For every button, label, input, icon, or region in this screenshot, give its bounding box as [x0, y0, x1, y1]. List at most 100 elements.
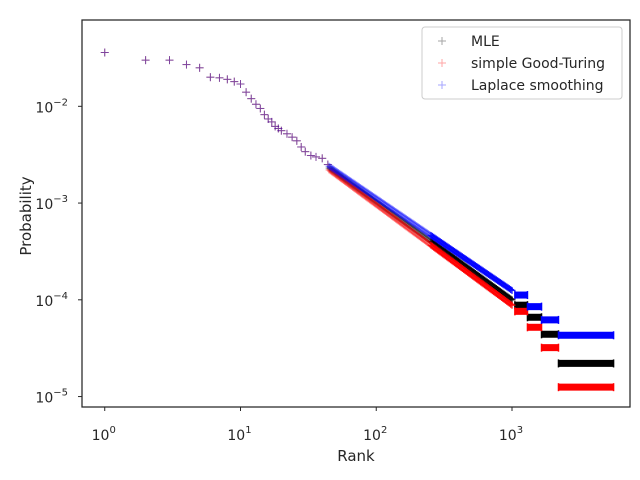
data-point — [398, 220, 406, 228]
data-point — [353, 184, 361, 192]
plateau-band — [526, 323, 543, 332]
data-point — [223, 75, 232, 84]
data-point — [370, 199, 378, 207]
data-point — [242, 88, 251, 97]
data-point — [404, 221, 412, 229]
data-point — [264, 114, 273, 123]
data-point — [415, 223, 423, 231]
data-point — [256, 104, 265, 113]
plateau-band — [557, 331, 615, 340]
data-point — [206, 73, 215, 82]
data-point — [406, 217, 414, 225]
data-point — [297, 142, 306, 151]
data-point — [340, 172, 348, 180]
data-point — [363, 188, 371, 196]
data-point — [326, 165, 334, 173]
data-point — [414, 228, 422, 236]
data-point — [326, 167, 334, 175]
legend-entry: MLE — [438, 34, 500, 50]
x-tick-label: 101 — [227, 425, 251, 444]
data-point — [277, 126, 286, 135]
data-point — [402, 220, 410, 228]
data-point — [359, 185, 367, 193]
plateau-band — [526, 313, 543, 322]
data-point — [366, 193, 374, 201]
data-point — [390, 214, 398, 222]
data-point — [372, 198, 380, 206]
data-point — [206, 73, 215, 82]
data-point — [236, 80, 245, 89]
data-point — [405, 216, 413, 224]
y-tick-label: 10−2 — [35, 97, 68, 116]
data-point — [334, 171, 342, 179]
data-point — [418, 225, 426, 233]
data-point — [384, 202, 392, 210]
data-point — [376, 197, 384, 205]
data-point — [381, 207, 389, 215]
data-point — [394, 214, 402, 222]
data-point — [312, 152, 321, 161]
data-point — [100, 48, 109, 57]
plateau-band — [540, 343, 560, 352]
y-tick: 10−4 — [35, 291, 82, 310]
data-point — [355, 183, 363, 191]
data-point — [360, 192, 368, 200]
data-point — [223, 75, 232, 84]
data-point — [419, 232, 427, 240]
data-point — [396, 215, 404, 223]
y-axis-ticks: 10−5 10−4 10−3 10−2 — [35, 97, 82, 407]
data-point — [350, 179, 358, 187]
data-point — [507, 286, 515, 294]
data-point — [385, 203, 393, 211]
y-tick-label: 10−3 — [35, 194, 68, 213]
x-tick: 101 — [227, 407, 252, 444]
data-point — [277, 126, 286, 135]
data-point — [343, 175, 351, 183]
data-point — [337, 175, 345, 183]
legend-label: simple Good-Turing — [471, 56, 605, 72]
data-point — [342, 178, 350, 186]
data-point — [392, 212, 400, 220]
data-point — [288, 133, 297, 142]
data-point — [373, 202, 381, 210]
data-point — [312, 152, 321, 161]
data-point — [282, 129, 291, 138]
data-point — [328, 166, 336, 174]
data-point — [400, 221, 408, 229]
data-point — [388, 212, 396, 220]
data-point — [423, 235, 431, 243]
x-axis-ticks: 100 101 102 103 — [92, 407, 523, 444]
data-point — [397, 219, 405, 227]
data-point — [271, 122, 280, 131]
legend-label: Laplace smoothing — [471, 78, 604, 94]
data-point — [367, 194, 375, 202]
data-point — [400, 218, 408, 226]
data-point — [341, 175, 349, 183]
data-point — [417, 234, 425, 242]
data-point — [306, 151, 315, 160]
data-point — [362, 190, 370, 198]
data-point — [377, 202, 385, 210]
data-point — [359, 189, 367, 197]
data-point — [333, 168, 341, 176]
data-point — [410, 220, 418, 228]
data-point — [350, 184, 358, 192]
data-point — [393, 208, 401, 216]
data-point — [334, 173, 342, 181]
data-point — [347, 182, 355, 190]
data-point — [328, 164, 336, 172]
data-point — [323, 160, 332, 169]
data-point — [351, 183, 359, 191]
data-point — [398, 217, 406, 225]
data-point — [236, 80, 245, 89]
data-point — [368, 192, 376, 200]
data-point — [100, 48, 109, 57]
plateau-band — [557, 359, 615, 368]
data-point — [419, 226, 427, 234]
data-point — [330, 170, 338, 178]
data-point — [364, 195, 372, 203]
data-point — [413, 222, 421, 230]
data-point — [345, 178, 353, 186]
data-point — [288, 133, 297, 142]
